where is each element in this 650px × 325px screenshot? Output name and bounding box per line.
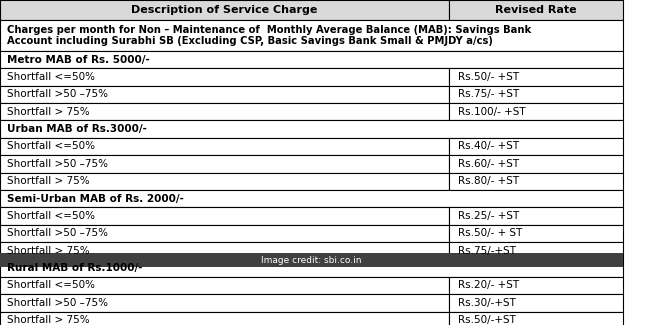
Text: Shortfall >50 –75%: Shortfall >50 –75% <box>8 159 109 169</box>
Text: Rs.25/- +ST: Rs.25/- +ST <box>458 211 519 221</box>
Text: Shortfall <=50%: Shortfall <=50% <box>8 211 96 221</box>
Bar <box>0 155 449 173</box>
Text: Semi-Urban MAB of Rs. 2000/-: Semi-Urban MAB of Rs. 2000/- <box>8 194 185 203</box>
Bar <box>0 0 449 20</box>
Bar <box>449 103 623 120</box>
Text: Metro MAB of Rs. 5000/-: Metro MAB of Rs. 5000/- <box>8 55 150 64</box>
Bar <box>0 173 449 190</box>
Text: Image credit: sbi.co.in: Image credit: sbi.co.in <box>261 255 362 265</box>
Text: Rs.20/- +ST: Rs.20/- +ST <box>458 280 519 291</box>
Bar <box>0 190 623 207</box>
Bar <box>449 68 623 85</box>
Bar <box>0 253 623 267</box>
Text: Rs.60/- +ST: Rs.60/- +ST <box>458 159 519 169</box>
Bar <box>449 312 623 325</box>
Bar <box>0 68 449 85</box>
Text: Rs.50/-+ST: Rs.50/-+ST <box>458 315 516 325</box>
Text: Rs.40/- +ST: Rs.40/- +ST <box>458 141 519 151</box>
Bar <box>0 103 449 120</box>
Bar <box>0 242 449 259</box>
Text: Rs.75/- +ST: Rs.75/- +ST <box>458 89 519 99</box>
Bar <box>0 85 449 103</box>
Bar <box>449 207 623 225</box>
Bar <box>0 120 623 138</box>
Bar <box>449 138 623 155</box>
Text: Urban MAB of Rs.3000/-: Urban MAB of Rs.3000/- <box>8 124 148 134</box>
Bar <box>0 20 623 51</box>
Text: Shortfall <=50%: Shortfall <=50% <box>8 72 96 82</box>
Text: Rs.80/- +ST: Rs.80/- +ST <box>458 176 519 186</box>
Bar <box>0 225 449 242</box>
Bar <box>0 294 449 312</box>
Text: Rs.100/- +ST: Rs.100/- +ST <box>458 107 526 117</box>
Text: Shortfall >50 –75%: Shortfall >50 –75% <box>8 228 109 238</box>
Bar <box>0 277 449 294</box>
Text: Shortfall > 75%: Shortfall > 75% <box>8 176 90 186</box>
Bar <box>449 85 623 103</box>
Text: Shortfall > 75%: Shortfall > 75% <box>8 315 90 325</box>
Text: Rural MAB of Rs.1000/-: Rural MAB of Rs.1000/- <box>8 263 143 273</box>
Text: Shortfall > 75%: Shortfall > 75% <box>8 246 90 256</box>
Bar <box>0 207 449 225</box>
Text: Charges per month for Non – Maintenance of  Monthly Average Balance (MAB): Savin: Charges per month for Non – Maintenance … <box>8 25 532 46</box>
Text: Shortfall >50 –75%: Shortfall >50 –75% <box>8 298 109 308</box>
Text: Rs.75/-+ST: Rs.75/-+ST <box>458 246 516 256</box>
Text: Shortfall <=50%: Shortfall <=50% <box>8 141 96 151</box>
Bar <box>0 138 449 155</box>
Bar <box>0 259 623 277</box>
Bar <box>449 225 623 242</box>
Bar <box>449 277 623 294</box>
Bar <box>0 312 449 325</box>
Text: Rs.50/- + ST: Rs.50/- + ST <box>458 228 523 238</box>
Bar <box>449 242 623 259</box>
Bar <box>449 155 623 173</box>
Text: Description of Service Charge: Description of Service Charge <box>131 5 318 15</box>
Text: Shortfall >50 –75%: Shortfall >50 –75% <box>8 89 109 99</box>
Text: Rs.30/-+ST: Rs.30/-+ST <box>458 298 516 308</box>
Bar <box>0 51 623 68</box>
Bar <box>449 173 623 190</box>
Text: Revised Rate: Revised Rate <box>495 5 577 15</box>
Text: Shortfall <=50%: Shortfall <=50% <box>8 280 96 291</box>
Bar <box>449 294 623 312</box>
Bar <box>449 0 623 20</box>
Text: Rs.50/- +ST: Rs.50/- +ST <box>458 72 519 82</box>
Text: Shortfall > 75%: Shortfall > 75% <box>8 107 90 117</box>
